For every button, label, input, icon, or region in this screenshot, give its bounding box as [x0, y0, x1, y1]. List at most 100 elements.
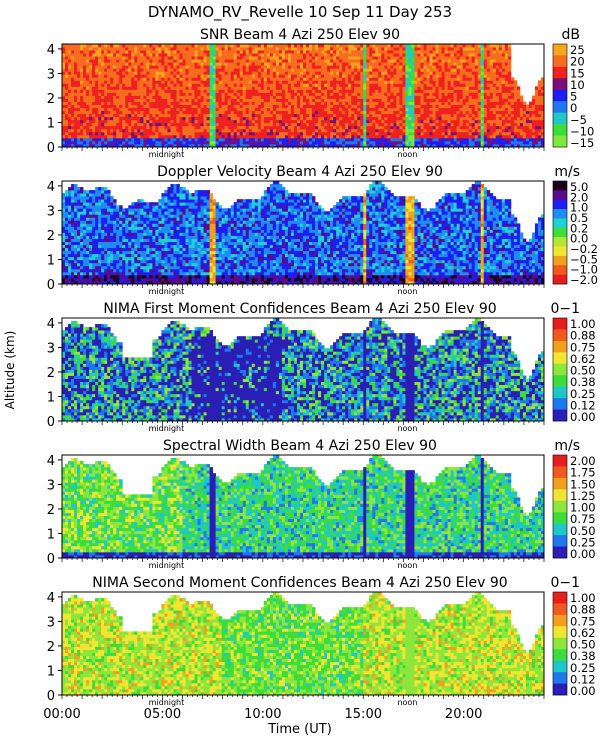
heatmap-cell: [185, 80, 189, 84]
heatmap-cell: [399, 50, 403, 54]
heatmap-cell: [158, 68, 162, 72]
heatmap-cell: [345, 128, 349, 133]
heatmap-cell: [143, 62, 147, 66]
heatmap-cell: [71, 59, 75, 63]
heatmap-cell: [393, 98, 397, 102]
heatmap-cell: [104, 116, 108, 121]
heatmap-cell: [423, 86, 427, 90]
heatmap-cell: [293, 71, 298, 75]
heatmap-cell: [366, 140, 370, 145]
heatmap-cell: [426, 74, 430, 78]
heatmap-cell: [489, 59, 494, 63]
heatmap-cell: [309, 83, 313, 87]
heatmap-cell: [116, 53, 120, 57]
heatmap-cell: [185, 125, 189, 130]
heatmap-cell: [468, 89, 473, 93]
heatmap-cell: [357, 71, 361, 75]
heatmap-cell: [197, 50, 201, 54]
heatmap-cell: [363, 56, 367, 60]
heatmap-cell: [122, 65, 126, 69]
heatmap-cell: [459, 113, 464, 118]
heatmap-cell: [233, 44, 238, 48]
heatmap-cell: [242, 140, 247, 145]
heatmap-cell: [209, 53, 214, 57]
heatmap-cell: [263, 137, 268, 142]
heatmap-cell: [158, 71, 162, 75]
heatmap-cell: [128, 140, 132, 145]
heatmap-cell: [372, 122, 376, 127]
heatmap-cell: [224, 50, 229, 54]
heatmap-cell: [375, 116, 379, 121]
heatmap-cell: [101, 62, 105, 66]
heatmap-cell: [272, 86, 277, 90]
heatmap-cell: [339, 47, 343, 51]
heatmap-cell: [290, 128, 295, 133]
heatmap-cell: [62, 113, 66, 118]
heatmap-cell: [206, 71, 211, 75]
heatmap-cell: [125, 119, 129, 124]
heatmap-cell: [357, 95, 361, 99]
heatmap-cell: [429, 92, 433, 96]
heatmap-cell: [197, 53, 201, 57]
heatmap-cell: [257, 128, 262, 133]
heatmap-cell: [290, 143, 295, 148]
heatmap-cell: [384, 128, 388, 133]
heatmap-cell: [62, 86, 66, 90]
heatmap-cell: [474, 101, 479, 105]
heatmap-cell: [95, 86, 99, 90]
heatmap-cell: [146, 65, 150, 69]
heatmap-cell: [390, 143, 394, 148]
heatmap-cell: [318, 86, 322, 90]
heatmap-cell: [447, 101, 452, 105]
heatmap-cell: [65, 50, 69, 54]
heatmap-cell: [480, 77, 485, 81]
heatmap-cell: [149, 53, 153, 57]
heatmap-cell: [459, 68, 464, 72]
heatmap-cell: [179, 143, 183, 148]
heatmap-cell: [251, 140, 256, 145]
heatmap-cell: [140, 137, 144, 142]
heatmap-cell: [290, 83, 295, 87]
heatmap-cell: [242, 122, 247, 127]
heatmap-cell: [128, 116, 132, 121]
heatmap-cell: [134, 113, 138, 118]
heatmap-cell: [405, 140, 409, 145]
heatmap-cell: [212, 107, 217, 112]
heatmap-cell: [501, 89, 506, 93]
heatmap-cell: [360, 98, 364, 102]
heatmap-cell: [381, 56, 385, 60]
heatmap-cell: [498, 104, 503, 109]
heatmap-cell: [155, 119, 159, 124]
heatmap-cell: [77, 47, 81, 51]
heatmap-cell: [372, 116, 376, 121]
heatmap-cell: [384, 50, 388, 54]
heatmap-cell: [432, 50, 436, 54]
heatmap-cell: [369, 107, 373, 112]
heatmap-cell: [110, 44, 114, 48]
heatmap-cell: [405, 119, 409, 124]
heatmap-cell: [492, 77, 497, 81]
heatmap-cell: [284, 89, 289, 93]
heatmap-cell: [236, 50, 241, 54]
heatmap-cell: [417, 83, 421, 87]
heatmap-cell: [287, 92, 292, 96]
heatmap-cell: [68, 134, 72, 139]
heatmap-cell: [242, 80, 247, 84]
heatmap-cell: [119, 65, 123, 69]
heatmap-cell: [227, 119, 232, 124]
heatmap-cell: [182, 134, 186, 139]
heatmap-cell: [450, 128, 455, 133]
heatmap-cell: [408, 134, 412, 139]
heatmap-cell: [345, 104, 349, 109]
heatmap-cell: [486, 95, 491, 99]
heatmap-cell: [312, 95, 316, 99]
heatmap-cell: [203, 116, 207, 121]
heatmap-cell: [495, 53, 500, 57]
heatmap-cell: [432, 137, 436, 142]
heatmap-cell: [477, 83, 482, 87]
heatmap-cell: [303, 116, 307, 121]
heatmap-cell: [281, 68, 286, 72]
heatmap-cell: [342, 56, 346, 60]
heatmap-cell: [423, 140, 427, 145]
heatmap-cell: [327, 101, 331, 105]
